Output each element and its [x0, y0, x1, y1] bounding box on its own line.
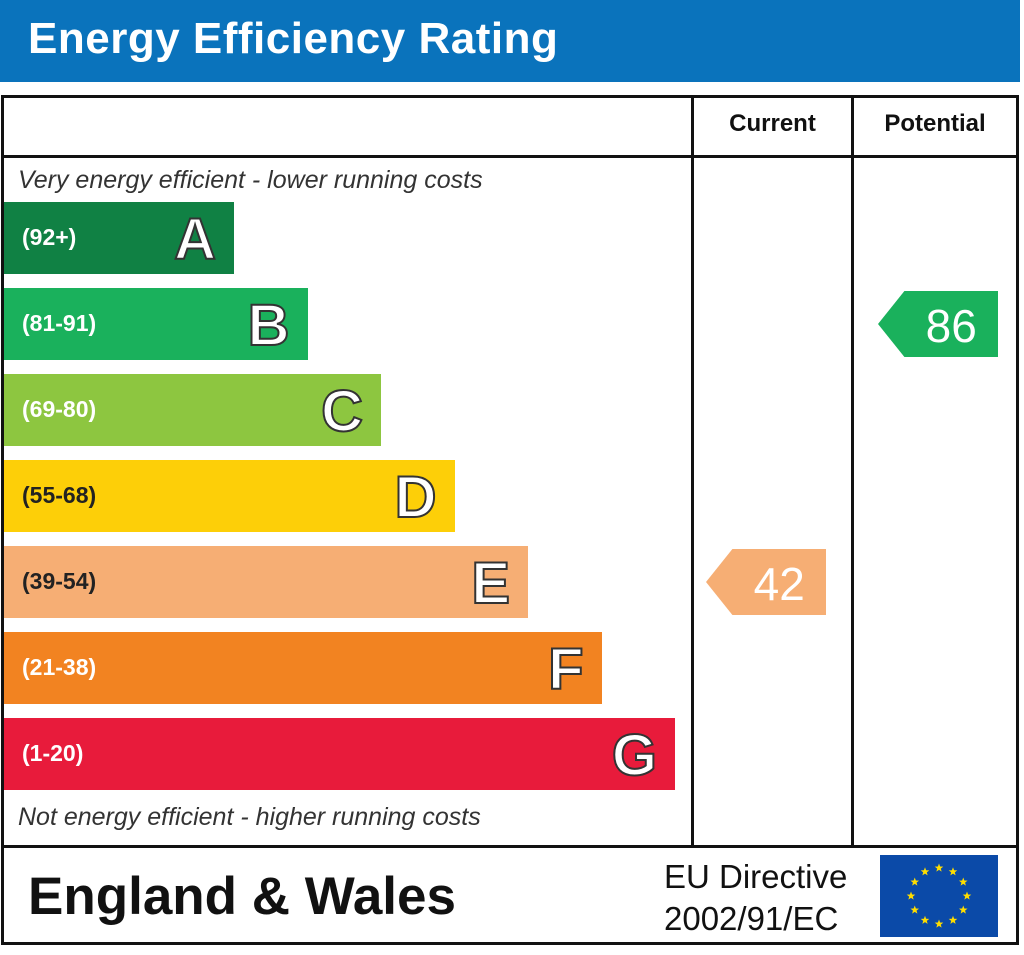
column-header-potential: Potential	[884, 110, 986, 137]
band-range-label: (55-68)	[22, 482, 97, 508]
star-icon	[958, 905, 968, 914]
header-bar: Energy Efficiency Rating	[0, 0, 1020, 82]
eu-directive: EU Directive 2002/91/EC	[664, 856, 847, 940]
current-rating-arrow-value: 42	[753, 558, 805, 610]
star-icon	[958, 877, 968, 886]
star-icon	[920, 867, 930, 876]
band-range-label: (69-80)	[22, 396, 97, 422]
directive-line-1: EU Directive	[664, 858, 848, 895]
divider-footer-row	[1, 845, 1019, 848]
rating-band-g: (1-20) G	[4, 718, 675, 790]
band-range-label: (21-38)	[22, 654, 97, 680]
divider-header-row	[1, 155, 1019, 158]
rating-band-e: (39-54) E	[4, 546, 528, 618]
band-letter: D	[394, 464, 438, 531]
band-letter: C	[320, 378, 364, 445]
potential-rating-arrow-shape	[878, 291, 998, 357]
rating-band-a: (92+) A	[4, 202, 234, 274]
band-letter: F	[547, 636, 584, 703]
star-icon	[948, 867, 958, 876]
eu-flag-icon	[880, 855, 998, 937]
potential-rating-arrow-value: 86	[925, 300, 977, 352]
band-range-label: (92+)	[22, 224, 77, 250]
star-icon	[910, 877, 920, 886]
star-icon	[962, 891, 972, 900]
current-rating-arrow-shape	[706, 549, 826, 615]
country-label: England & Wales	[28, 867, 456, 926]
star-icon	[906, 891, 916, 900]
star-icon	[948, 915, 958, 924]
band-range-label: (81-91)	[22, 310, 97, 336]
potential-rating-arrow: 86	[878, 291, 998, 357]
divider-current	[691, 95, 694, 847]
note-inefficient: Not energy efficient - higher running co…	[18, 803, 481, 831]
current-rating-arrow: 42	[706, 549, 826, 615]
star-icon	[910, 905, 920, 914]
band-range-label: (1-20)	[22, 740, 84, 766]
band-letter: E	[470, 550, 511, 617]
rating-band-d: (55-68) D	[4, 460, 455, 532]
star-icon	[920, 915, 930, 924]
note-efficient: Very energy efficient - lower running co…	[18, 166, 483, 194]
band-letter: G	[611, 722, 658, 789]
directive-line-2: 2002/91/EC	[664, 900, 839, 937]
band-letter: A	[173, 206, 217, 273]
band-range-label: (39-54)	[22, 568, 97, 594]
rating-band-b: (81-91) B	[4, 288, 308, 360]
star-icon	[934, 863, 944, 872]
rating-band-c: (69-80) C	[4, 374, 381, 446]
band-letter: B	[247, 292, 291, 359]
page-title: Energy Efficiency Rating	[28, 14, 559, 63]
rating-band-f: (21-38) F	[4, 632, 602, 704]
column-header-current: Current	[729, 110, 816, 137]
eu-stars	[906, 863, 972, 928]
star-icon	[934, 919, 944, 928]
rating-frame	[1, 95, 1019, 945]
divider-potential	[851, 95, 854, 847]
